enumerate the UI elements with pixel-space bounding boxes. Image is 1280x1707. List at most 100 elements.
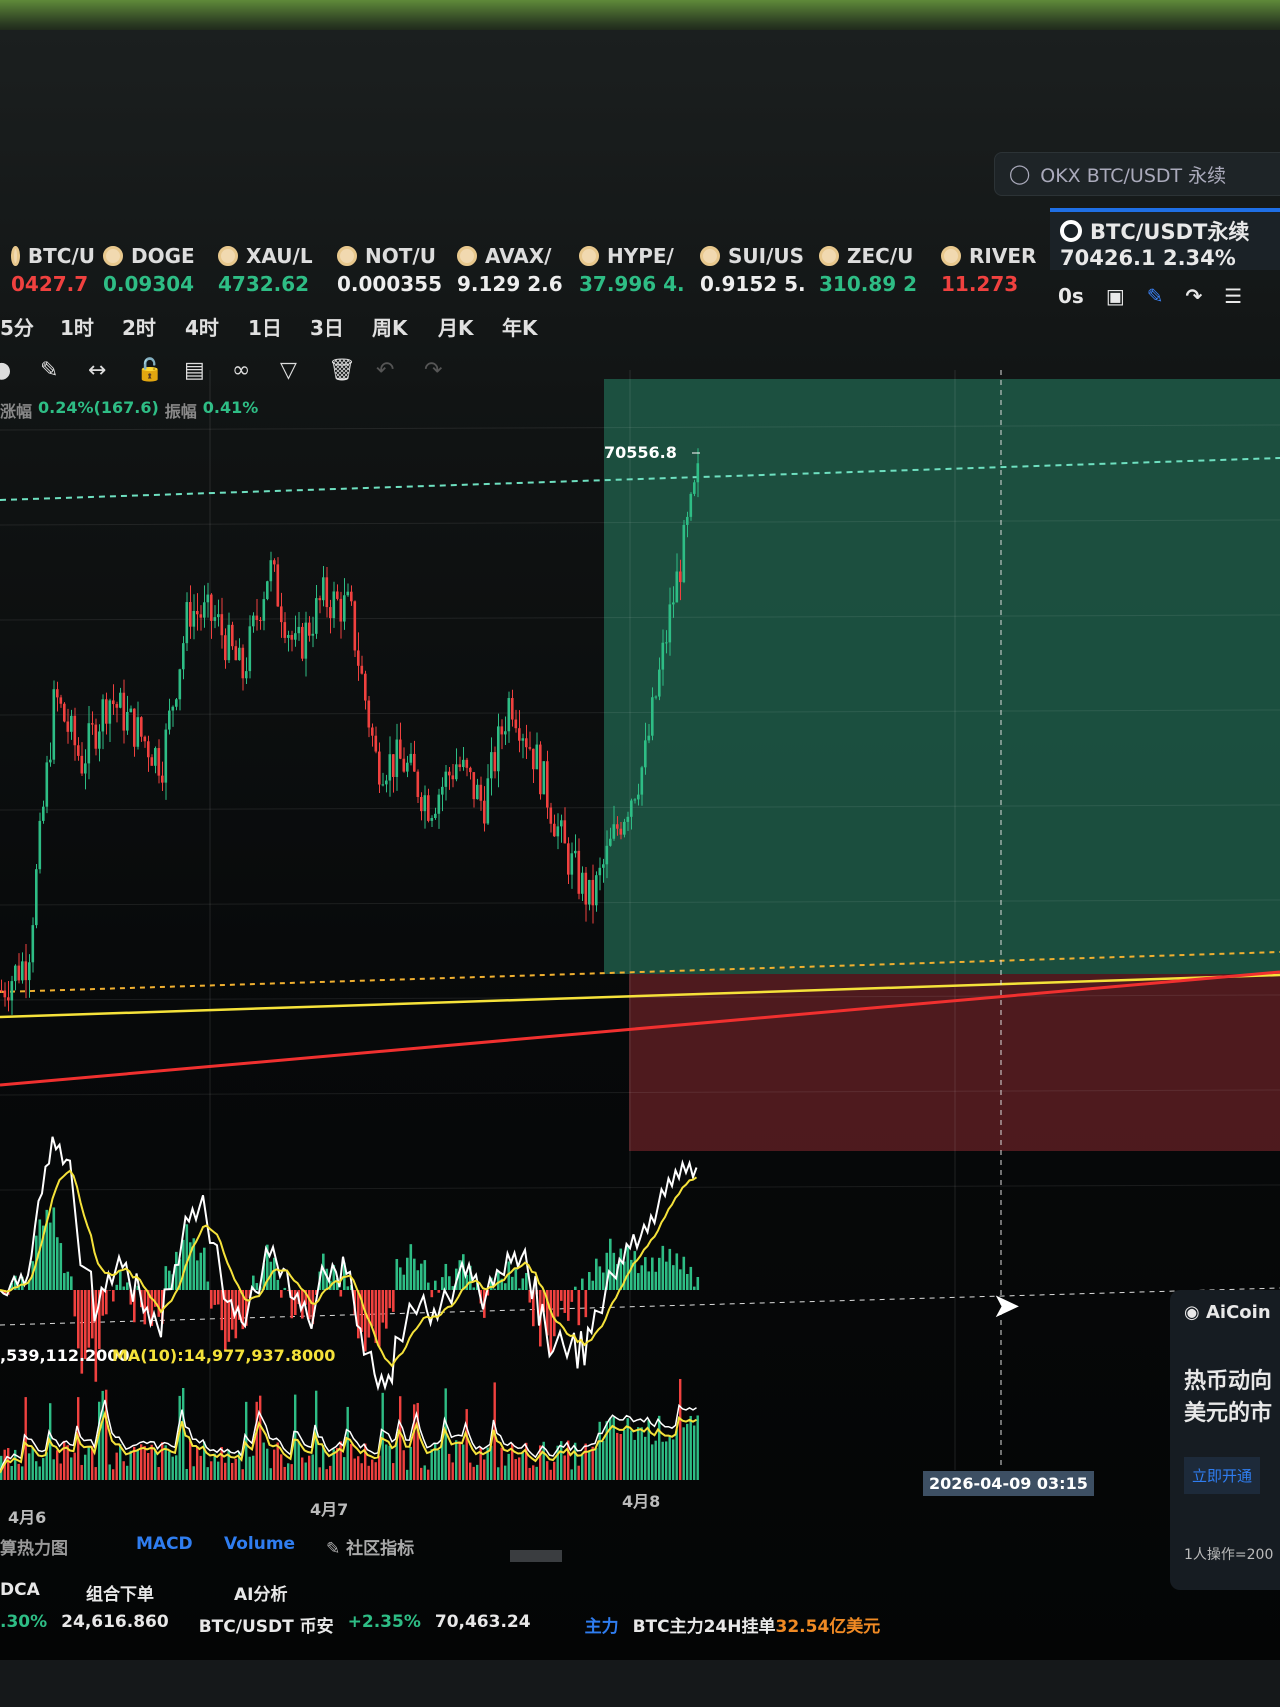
macd-histogram-bar (556, 1290, 560, 1317)
redo-icon[interactable]: ↷ (424, 358, 443, 383)
macd-histogram-bar (434, 1280, 437, 1290)
timeframe-option[interactable]: 3日 (310, 316, 344, 340)
timeframe-option[interactable]: 5分 (0, 316, 34, 340)
candle-body (507, 698, 511, 732)
candle-body (231, 624, 234, 647)
macd-histogram-bar (644, 1257, 647, 1290)
grid-line (0, 519, 1280, 526)
grid-line (0, 709, 1280, 716)
macd-histogram-bar (462, 1254, 465, 1290)
macd-histogram-bar (696, 1276, 700, 1290)
volume-bar (619, 1434, 622, 1480)
macd-histogram-bar (66, 1271, 70, 1290)
macd-dif-line (0, 1136, 698, 1392)
volume-bar (483, 1459, 486, 1480)
replay-icon[interactable]: ↷ (1185, 284, 1203, 308)
timeframe-option[interactable]: 年K (502, 316, 538, 340)
pen-icon[interactable]: ✎ (40, 358, 59, 383)
trash-icon[interactable]: 🗑 (328, 358, 356, 383)
ruler-icon[interactable]: ↔ (88, 358, 107, 383)
combo-order-button[interactable]: 组合下单 (86, 1585, 154, 1605)
grid-line (0, 899, 1280, 906)
volume-bar (283, 1466, 286, 1480)
volume-bar (371, 1459, 374, 1480)
timeframe-option[interactable]: 月K (438, 316, 474, 340)
menu-icon[interactable]: ☰ (1224, 284, 1243, 308)
timeframe-option[interactable]: 1时 (60, 316, 94, 340)
coin-icon (103, 246, 123, 266)
candle-body (605, 845, 609, 865)
volume-bar (31, 1447, 34, 1480)
candlestick-chart[interactable] (0, 370, 1280, 1520)
timeframe-option[interactable]: 2时 (122, 316, 156, 340)
macd-histogram-bar (108, 1290, 112, 1291)
note-icon[interactable]: ▤ (184, 358, 205, 383)
volume-bar (196, 1446, 199, 1480)
macd-histogram-bar (301, 1290, 304, 1319)
candle-body (486, 778, 490, 824)
volume-bar (497, 1467, 500, 1480)
trend-line-yellow (0, 973, 1280, 1019)
search-input[interactable]: ◯ OKX BTC/USDT 永续 (994, 152, 1280, 196)
subscribe-button[interactable]: 立即开通 (1184, 1457, 1261, 1494)
camera-icon[interactable]: ▣ (1105, 284, 1125, 308)
ticker-item[interactable]: SUI/US 0.9152 5. (700, 244, 806, 296)
macd-histogram-bar (595, 1258, 598, 1290)
volume-bar (507, 1453, 510, 1480)
candle-body (315, 598, 318, 634)
tab-community-indicators[interactable]: ✎ 社区指标 (326, 1539, 415, 1559)
coin-icon (819, 246, 839, 266)
ticker-item[interactable]: ZEC/U 310.89 2 (819, 244, 918, 296)
ticker-item[interactable]: RIVER 11.273 (941, 244, 1037, 296)
timeframe-option[interactable]: 1日 (248, 316, 282, 340)
volume-bar (416, 1402, 419, 1480)
volume-bar (406, 1469, 409, 1480)
filter-icon[interactable]: ▽ (280, 358, 297, 383)
macd-histogram-bar (91, 1290, 94, 1339)
macd-histogram-bar (430, 1290, 434, 1298)
draw-icon[interactable]: ✎ (1146, 284, 1164, 308)
volume-bar (276, 1442, 279, 1480)
timeframe-option[interactable]: 4时 (185, 316, 219, 340)
ai-analysis-button[interactable]: AI分析 (234, 1585, 288, 1605)
volume-bar (539, 1445, 542, 1480)
volume-bar (66, 1445, 69, 1480)
volume-bar (332, 1449, 335, 1480)
ticker-item[interactable]: BTC/U 0427.7 (11, 244, 95, 296)
tab-heatmap[interactable]: 算热力图 (0, 1539, 68, 1559)
tab-volume[interactable]: Volume (224, 1534, 296, 1554)
macd-histogram-bar (189, 1242, 192, 1290)
ticker-item[interactable]: HYPE/37.996 4. (579, 244, 685, 296)
dca-button[interactable]: DCA (0, 1580, 40, 1600)
candle-body (448, 771, 451, 776)
candle-body (241, 647, 245, 679)
volume-bar (136, 1449, 139, 1480)
candle-body (665, 642, 668, 644)
ticker-item[interactable]: AVAX/9.129 2.6 (457, 244, 563, 296)
candle-body (591, 879, 595, 906)
macd-histogram-bar (119, 1271, 122, 1290)
lock-icon[interactable]: 🔓 (136, 358, 164, 383)
refresh-interval[interactable]: 0s (1058, 284, 1084, 308)
candle-body (602, 864, 605, 868)
collapse-handle[interactable] (510, 1550, 562, 1562)
ticker-item[interactable]: XAU/L 4732.62 (218, 244, 313, 296)
volume-bar (287, 1463, 290, 1480)
volume-bar (570, 1469, 573, 1480)
volume-bar (199, 1455, 202, 1480)
timeframe-option[interactable]: 周K (372, 316, 408, 340)
ticker-item[interactable]: DOGE 0.09304 (103, 244, 195, 296)
candle-body (528, 747, 532, 749)
undo-icon[interactable]: ↶ (376, 358, 395, 383)
brush-icon[interactable]: ● (0, 358, 12, 383)
tab-macd[interactable]: MACD (136, 1534, 193, 1554)
candle-body (563, 820, 567, 844)
magnet-icon[interactable]: ∞ (232, 358, 251, 383)
active-symbol-tab[interactable]: BTC/USDT永续 70426.1 2.34% (1050, 208, 1280, 270)
volume-bar (595, 1448, 598, 1480)
candle-body (175, 699, 178, 707)
ticker-item[interactable]: NOT/U 0.000355 (337, 244, 443, 296)
macd-histogram-bar (10, 1283, 14, 1290)
candle-body (434, 813, 437, 819)
macd-histogram-bar (525, 1273, 528, 1290)
